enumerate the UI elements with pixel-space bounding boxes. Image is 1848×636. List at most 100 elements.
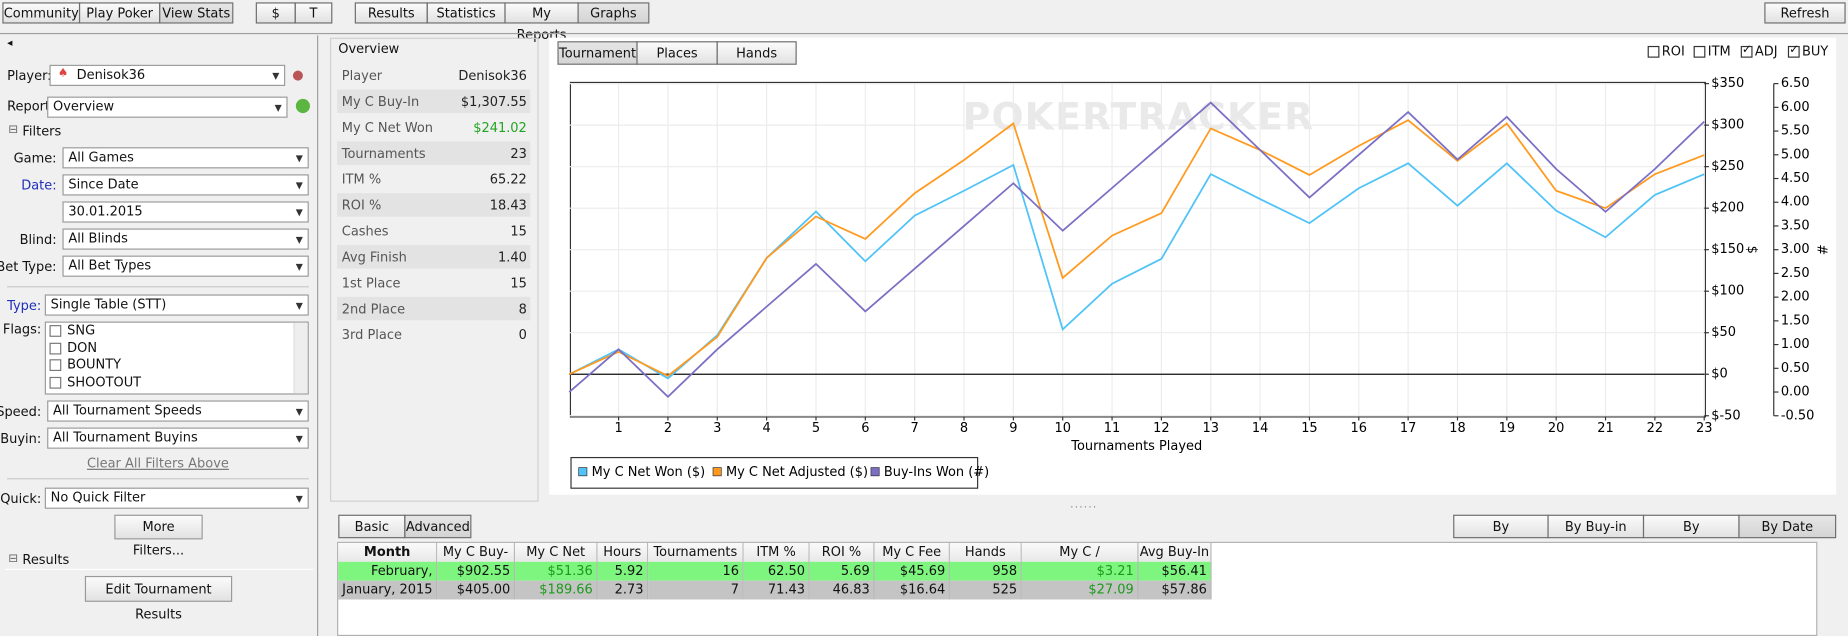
field-label: Quick:	[0, 491, 42, 507]
flag-label[interactable]: SHOOTOUT	[67, 373, 142, 390]
graph-tab[interactable]: Hands	[716, 41, 797, 65]
column-header[interactable]: Tournaments	[648, 542, 744, 562]
buyin-select[interactable]: All Tournament Buyins	[47, 427, 309, 449]
refresh-button[interactable]: Refresh	[1764, 2, 1846, 24]
sort-tab[interactable]: By Description	[1453, 514, 1549, 557]
y-tick-label: $200	[1711, 201, 1744, 216]
more-filters-button[interactable]: More Filters...	[114, 514, 203, 558]
nav-tab[interactable]: Community	[2, 2, 81, 24]
y-tick-label: $250	[1711, 159, 1744, 174]
overview-value: 18.43	[489, 197, 527, 214]
report-info-icon[interactable]	[295, 98, 310, 114]
view-tab[interactable]: Basic	[338, 514, 406, 539]
overview-label: ITM %	[341, 171, 382, 188]
x-tick-label: 15	[1301, 421, 1317, 436]
speed-select[interactable]: All Tournament Speeds	[47, 400, 309, 422]
column-header[interactable]: My C Buy-In	[437, 542, 516, 578]
report-select[interactable]: Overview	[47, 96, 288, 118]
x-tick-label: 16	[1351, 421, 1367, 436]
option-checkbox[interactable]	[1693, 45, 1706, 58]
graph-tab[interactable]: Tournament	[557, 41, 638, 65]
overview-panel	[329, 37, 539, 502]
expand-icon[interactable]: ⊟	[8, 123, 19, 137]
table-cell: $189.66	[515, 580, 598, 600]
view-tab[interactable]: Graphs	[577, 2, 650, 24]
quick-select[interactable]: No Quick Filter	[44, 487, 309, 509]
watermark: POKERTRACKER	[963, 94, 1315, 138]
date-select[interactable]: Since Date	[62, 174, 309, 196]
option-label[interactable]: ADJ	[1754, 43, 1778, 59]
sort-tab[interactable]: By Tournament	[1642, 514, 1740, 557]
field-label: Blind:	[19, 232, 57, 248]
table-cell: 525	[949, 580, 1022, 600]
type-select[interactable]: Single Table (STT)	[44, 294, 309, 316]
overview-value: 15	[510, 223, 527, 240]
x-tick-label: 1	[614, 421, 622, 436]
view-tab[interactable]: Advanced	[404, 514, 472, 539]
nav-tab[interactable]: Play Poker	[78, 2, 161, 24]
column-header[interactable]: My C Net Won	[515, 542, 598, 578]
y-tick-label: $300	[1711, 118, 1744, 133]
y-tick-label: $-50	[1711, 408, 1740, 423]
date-input[interactable]: 30.01.2015	[62, 201, 309, 223]
sort-tab[interactable]: By Date	[1738, 514, 1837, 539]
scrollbar[interactable]	[293, 322, 308, 394]
nav-tab[interactable]: View Stats	[159, 2, 234, 24]
sort-tab[interactable]: By Buy-in	[1547, 514, 1645, 539]
overview-title: Overview	[338, 41, 400, 57]
overview-value: 15	[510, 275, 527, 291]
option-label[interactable]: BUY	[1802, 43, 1829, 59]
collapse-arrow[interactable]: ◂	[7, 37, 13, 50]
flag-checkbox[interactable]	[49, 376, 62, 389]
legend-swatch	[870, 467, 880, 477]
option-checkbox[interactable]	[1647, 45, 1660, 58]
flag-checkbox[interactable]	[49, 342, 62, 354]
view-tab[interactable]: My Reports	[504, 2, 579, 42]
flag-checkbox[interactable]	[49, 359, 62, 372]
edit-results-button[interactable]: Edit Tournament Results	[84, 575, 233, 622]
y-tick-label: $150	[1711, 242, 1744, 257]
game-select[interactable]: All Games	[62, 147, 309, 169]
table-cell: $27.09	[1021, 580, 1139, 600]
option-checkbox[interactable]	[1740, 44, 1753, 58]
player-manage-icon[interactable]: ●	[292, 67, 304, 83]
column-header[interactable]: Hours	[597, 542, 649, 562]
overview-value: 65.22	[489, 171, 527, 188]
x-tick-label: 22	[1647, 421, 1663, 436]
y2-tick-label: 0.50	[1781, 361, 1810, 376]
bet-type-select[interactable]: All Bet Types	[62, 255, 309, 277]
column-header[interactable]: Month	[338, 542, 438, 562]
flag-label[interactable]: SNG	[67, 322, 96, 339]
clear-filters-link[interactable]: Clear All Filters Above	[86, 455, 229, 472]
flag-checkbox[interactable]	[49, 325, 62, 337]
currency-button[interactable]: T	[294, 2, 333, 24]
expand-icon[interactable]: ⊟	[8, 552, 19, 566]
column-header[interactable]: My C Fee	[874, 542, 950, 562]
column-header[interactable]: ITM %	[743, 542, 810, 562]
option-checkbox[interactable]	[1787, 44, 1800, 58]
flag-label[interactable]: BOUNTY	[67, 356, 122, 373]
table-cell: 46.83	[809, 580, 875, 600]
column-header[interactable]: Hands	[949, 542, 1022, 562]
flag-label[interactable]: DON	[67, 339, 98, 356]
table-cell: $45.69	[874, 561, 950, 581]
blind-select[interactable]: All Blinds	[62, 228, 309, 250]
view-tab[interactable]: Statistics	[426, 2, 506, 24]
overview-label: Player	[341, 68, 383, 84]
graph-tab[interactable]: Places	[636, 41, 718, 65]
column-header[interactable]: Avg Buy-In	[1138, 542, 1212, 562]
column-header[interactable]: My C / Tournament	[1021, 542, 1139, 578]
overview-label: My C Net Won	[341, 120, 434, 136]
overview-value: 0	[518, 327, 527, 343]
column-header[interactable]: ROI %	[809, 542, 875, 562]
y2-tick-label: 0.00	[1781, 385, 1810, 400]
overview-label: 2nd Place	[341, 301, 406, 317]
option-label[interactable]: ROI	[1661, 43, 1685, 59]
player-select[interactable]: Denisok36	[49, 64, 286, 86]
option-label[interactable]: ITM	[1707, 43, 1731, 59]
x-tick-label: 10	[1054, 421, 1070, 436]
overview-value: $241.02	[473, 120, 527, 136]
y2-tick-label: 4.50	[1781, 171, 1810, 186]
splitter[interactable]: ......	[1070, 499, 1098, 512]
